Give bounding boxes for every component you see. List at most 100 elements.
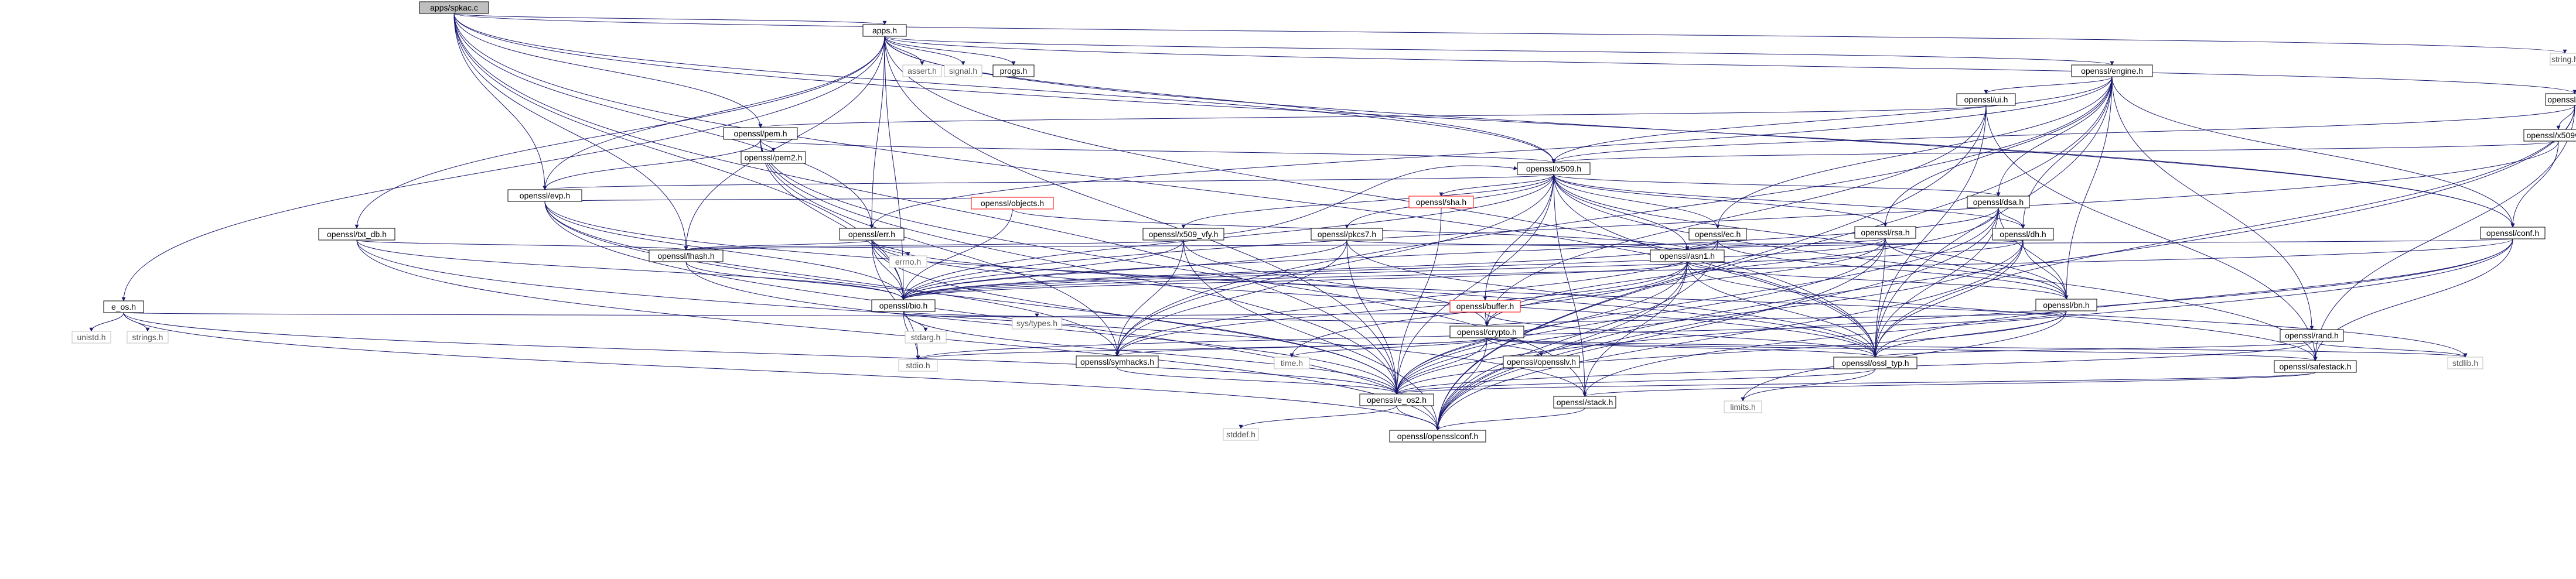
node-openssl-asn1-h[interactable]: openssl/asn1.h: [1650, 249, 1725, 262]
edge-evp-to-objects: [544, 197, 1014, 202]
edge-safestack-to-eos2: [1395, 372, 2316, 395]
node-openssl-e-os2-h[interactable]: openssl/e_os2.h: [1359, 393, 1434, 406]
node-openssl-evp-h[interactable]: openssl/evp.h: [507, 189, 582, 202]
node-label: openssl/conf.h: [2486, 228, 2539, 238]
node-openssl-pem-h[interactable]: openssl/pem.h: [723, 127, 798, 140]
node-box: [889, 255, 927, 268]
node-label: openssl/evp.h: [520, 191, 570, 200]
node-openssl-bio-h[interactable]: openssl/bio.h: [871, 299, 936, 312]
node-label: openssl/x509v3.h: [2527, 131, 2576, 140]
node-box: [1688, 228, 1747, 241]
edge-safestack-to-stack: [1582, 372, 2316, 397]
node-openssl-rsa-h[interactable]: openssl/rsa.h: [1854, 226, 1916, 239]
node-label: openssl/buffer.h: [1456, 302, 1514, 311]
node-openssl-txt-db-h[interactable]: openssl/txt_db.h: [318, 228, 395, 241]
node-label: openssl/x509.h: [1526, 164, 1581, 173]
node-box: [2447, 357, 2483, 369]
node-stdlib-h: stdlib.h: [2447, 357, 2483, 369]
edge-asn1-to-bio: [901, 261, 1688, 300]
edge-apps-to-engine: [884, 36, 2114, 66]
node-box: [871, 299, 936, 312]
edge-engine-to-ui: [1984, 76, 2113, 94]
node-label: openssl/ocsp.h: [2547, 95, 2576, 104]
node-label: openssl/lhash.h: [657, 251, 714, 261]
edge-x509-to-eos2: [1394, 174, 1554, 395]
edge-err-to-ossltyp: [871, 239, 1878, 358]
node-openssl-opensslv-h[interactable]: openssl/opensslv.h: [1503, 355, 1580, 368]
node-label: unistd.h: [77, 333, 105, 342]
edge-x509vfy-to-x509: [1223, 165, 1518, 235]
node-box: [1076, 355, 1159, 368]
edge-apps-to-ocsp: [884, 36, 2576, 94]
edge-crypto-to-opensslv: [1486, 337, 1544, 357]
node-openssl-dh-h[interactable]: openssl/dh.h: [1992, 228, 2054, 241]
edge-pem-to-bio: [760, 139, 906, 300]
node-openssl-x509v3-h[interactable]: openssl/x509v3.h: [2523, 129, 2576, 142]
node-label: openssl/asn1.h: [1660, 251, 1715, 261]
node-openssl-pem2-h[interactable]: openssl/pem2.h: [741, 151, 806, 164]
edge-x509-to-symhacks: [1115, 174, 1554, 357]
node-box: [971, 197, 1054, 210]
edge-ossltyp-to-limits: [1741, 368, 1876, 402]
node-box: [898, 359, 938, 372]
node-openssl-dsa-h[interactable]: openssl/dsa.h: [1967, 196, 2030, 208]
edge-bn-to-eos2: [1394, 310, 2067, 395]
node-apps-spkac-c: apps/spkac.c: [419, 1, 489, 14]
node-openssl-opensslconf-h[interactable]: openssl/opensslconf.h: [1389, 430, 1486, 443]
node-openssl-safestack-h[interactable]: openssl/safestack.h: [2274, 360, 2357, 373]
node-progs-h[interactable]: progs.h: [992, 64, 1035, 77]
node-label: assert.h: [907, 66, 937, 76]
node-box: [1833, 357, 1918, 369]
node-openssl-ec-h[interactable]: openssl/ec.h: [1688, 228, 1747, 241]
node-openssl-x509-h[interactable]: openssl/x509.h: [1517, 162, 1591, 175]
edge-asn1-to-symhacks: [1115, 261, 1688, 357]
node-label: openssl/rsa.h: [1861, 228, 1909, 237]
node-openssl-symhacks-h[interactable]: openssl/symhacks.h: [1076, 355, 1159, 368]
edge-engine-to-conf: [2111, 76, 2515, 228]
node-openssl-stack-h[interactable]: openssl/stack.h: [1553, 396, 1616, 409]
edge-spkac-to-pem: [453, 13, 763, 128]
node-box: [649, 249, 724, 262]
node-openssl-objects-h[interactable]: openssl/objects.h: [971, 197, 1054, 210]
edge-txtdb-to-opensslconf: [356, 239, 1440, 431]
node-openssl-ossl-typ-h[interactable]: openssl/ossl_typ.h: [1833, 357, 1918, 369]
node-apps-h[interactable]: apps.h: [862, 24, 907, 37]
edge-asn1-to-ossltyp: [1687, 261, 1878, 358]
edge-ocsp-to-safestack: [2313, 105, 2575, 361]
node-openssl-bn-h[interactable]: openssl/bn.h: [2035, 299, 2097, 311]
edge-rand-to-ossltyp: [1873, 341, 2312, 358]
node-openssl-conf-h[interactable]: openssl/conf.h: [2480, 227, 2546, 239]
edge-x509-to-dh: [1553, 174, 2025, 229]
node-openssl-buffer-h[interactable]: openssl/buffer.h: [1449, 300, 1521, 313]
edge-apps-to-signal: [884, 36, 965, 66]
node-openssl-ui-h[interactable]: openssl/ui.h: [1956, 93, 2016, 106]
node-limits-h: limits.h: [1724, 400, 1762, 413]
node-box: [2480, 227, 2546, 239]
node-box: [992, 64, 1035, 77]
node-openssl-x509-vfy-h[interactable]: openssl/x509_vfy.h: [1142, 228, 1224, 241]
node-errno-h: errno.h: [889, 255, 927, 268]
node-openssl-sha-h[interactable]: openssl/sha.h: [1408, 196, 1474, 208]
node-openssl-engine-h[interactable]: openssl/engine.h: [2071, 64, 2153, 77]
node-label: openssl/engine.h: [2081, 66, 2143, 76]
node-label: e_os.h: [111, 302, 136, 311]
edge-dh-to-asn1: [1685, 239, 2024, 251]
node-openssl-crypto-h[interactable]: openssl/crypto.h: [1449, 326, 1524, 338]
node-openssl-rand-h[interactable]: openssl/rand.h: [2280, 329, 2344, 342]
edge-apps-to-assert: [884, 36, 924, 66]
node-box: [905, 331, 947, 344]
node-label: apps.h: [872, 26, 897, 35]
edge-spkac-to-apps: [453, 13, 887, 25]
edge-ocsp-to-x509v3: [2556, 105, 2575, 130]
node-openssl-lhash-h[interactable]: openssl/lhash.h: [649, 249, 724, 262]
edge-dh-to-opensslconf: [1435, 239, 2024, 431]
node-e-os-h[interactable]: e_os.h: [103, 300, 144, 313]
edge-dsa-to-dh: [1998, 207, 2025, 229]
node-label: stdarg.h: [911, 333, 941, 342]
node-openssl-pkcs7-h[interactable]: openssl/pkcs7.h: [1311, 228, 1383, 241]
node-label: openssl/dsa.h: [1973, 197, 2024, 207]
node-openssl-ocsp-h[interactable]: openssl/ocsp.h: [2545, 93, 2576, 106]
node-openssl-err-h[interactable]: openssl/err.h: [839, 228, 905, 241]
edge-spkac-to-string: [453, 13, 2567, 54]
